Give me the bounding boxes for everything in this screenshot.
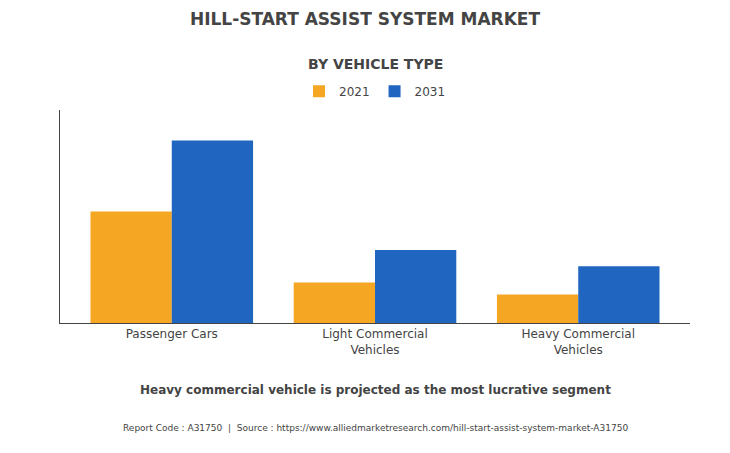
svg-text:Heavy CommercialVehicles: Heavy CommercialVehicles xyxy=(521,327,635,357)
svg-text:Report Code : A31750 | Sourc: Report Code : A31750 | Source : https://… xyxy=(123,423,628,433)
svg-text:2031: 2031 xyxy=(415,85,446,99)
svg-text:BY VEHICLE TYPE: BY VEHICLE TYPE xyxy=(308,56,443,72)
svg-text:Heavy commercial vehicle is pr: Heavy commercial vehicle is projected as… xyxy=(140,383,611,397)
svg-text:HILL-START ASSIST SYSTEM MARKE: HILL-START ASSIST SYSTEM MARKET xyxy=(190,9,541,29)
svg-text:2021: 2021 xyxy=(339,85,370,99)
svg-text:Light CommercialVehicles: Light CommercialVehicles xyxy=(322,327,428,357)
svg-text:Passenger Cars: Passenger Cars xyxy=(126,327,218,341)
